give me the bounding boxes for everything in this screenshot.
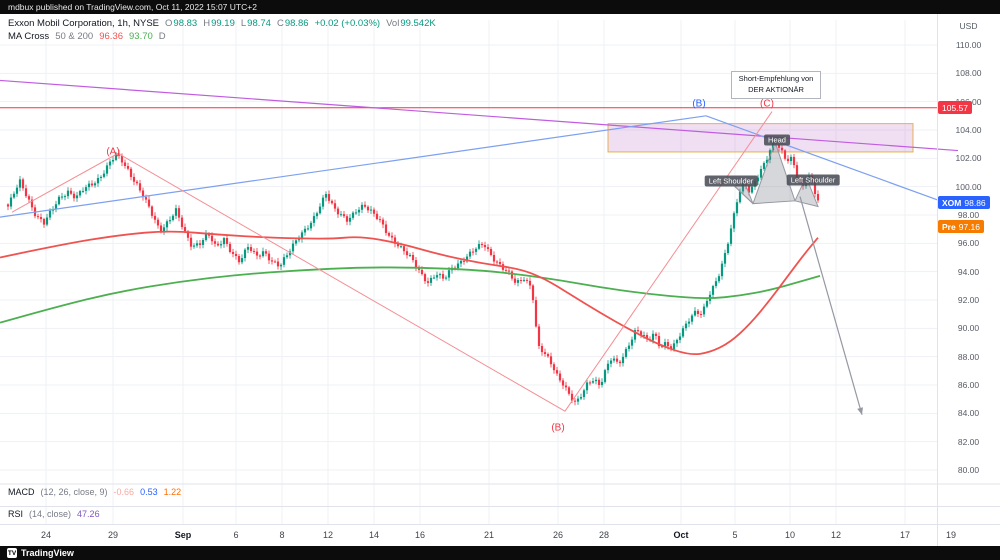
- ma-title: MA Cross: [8, 31, 50, 42]
- time-axis[interactable]: 24 29 Sep 6 8 12 14 16 21 26 28 Oct 5 10 12 17 19: [0, 524, 1000, 546]
- short-recommendation-note[interactable]: Short-Empfehlung von DER AKTIONÄR: [731, 71, 821, 99]
- callout-line2: DER AKTIONÄR: [748, 84, 804, 94]
- macd-signal-value: 1.22: [163, 487, 182, 497]
- ma-params: 50 & 200: [55, 31, 94, 42]
- time-tick-label: 21: [483, 530, 495, 540]
- tradingview-logo-icon: TV: [7, 548, 17, 558]
- price-tick-label: 110.00: [955, 40, 982, 50]
- tradingview-logo[interactable]: TV TradingView: [7, 548, 74, 558]
- symbol-legend[interactable]: Exxon Mobil Corporation, 1h, NYSE O 98.83…: [8, 18, 436, 29]
- head-label[interactable]: Head: [764, 134, 790, 146]
- price-label-resistance: 105.57: [938, 101, 972, 114]
- ma-cross-legend[interactable]: MA Cross 50 & 200 96.36 93.70 D: [8, 31, 166, 42]
- price-tick-label: 104.00: [955, 125, 982, 135]
- wave-a-label[interactable]: (A): [106, 146, 120, 158]
- macd-params: (12, 26, close, 9): [40, 487, 108, 497]
- macd-title: MACD: [8, 487, 35, 497]
- price-change: +0.02 (+0.03%): [314, 18, 381, 29]
- price-tick-label: 92.00: [957, 295, 980, 305]
- price-tick-label: 96.00: [957, 238, 980, 249]
- tradingview-bar: TV TradingView: [0, 546, 1000, 560]
- rsi-params: (14, close): [29, 509, 72, 519]
- price-tick-label: 88.00: [957, 351, 980, 362]
- time-tick-label: 19: [945, 530, 957, 540]
- macd-line-value: 0.53: [140, 487, 158, 497]
- time-tick-label: 16: [414, 530, 426, 540]
- price-tick-label: 100.00: [955, 181, 982, 192]
- left-shoulder-label[interactable]: Left Shoulder: [704, 175, 758, 187]
- price-tick-label: 98.00: [957, 210, 980, 220]
- time-tick-label: Sep: [174, 530, 192, 540]
- ohlc-high: H 99.19: [203, 18, 235, 29]
- price-label-last: XOM 98.86: [938, 196, 990, 209]
- published-text: mdbux published on TradingView.com, Oct …: [8, 2, 257, 12]
- macd-hist-value: -0.66: [113, 487, 135, 497]
- ohlc-open: O 98.83: [165, 18, 198, 29]
- wave-b-blue-label[interactable]: (B): [692, 98, 706, 110]
- price-label-premarket: Pre 97.16: [938, 220, 984, 233]
- time-tick-label: 14: [368, 530, 380, 540]
- rsi-title: RSI: [8, 509, 24, 519]
- time-tick-label: 24: [40, 530, 52, 540]
- price-tick-label: 94.00: [957, 266, 980, 277]
- price-tick-label: 80.00: [957, 465, 980, 475]
- price-tick-label: 84.00: [957, 408, 980, 419]
- right-shoulder-label[interactable]: Left Shoulder: [786, 174, 840, 186]
- ohlc-low: L 98.74: [240, 18, 271, 29]
- price-tick-label: 90.00: [957, 323, 980, 334]
- ma50-value: 96.36: [99, 31, 124, 42]
- ma-suffix: D: [158, 31, 166, 42]
- time-tick-label: 5: [732, 530, 738, 540]
- time-tick-label: 26: [552, 530, 564, 540]
- time-tick-label: 10: [784, 530, 796, 540]
- price-tick-label: 102.00: [955, 153, 982, 164]
- wave-b-label[interactable]: (B): [551, 422, 565, 434]
- tradingview-wordmark: TradingView: [21, 548, 74, 558]
- published-bar: mdbux published on TradingView.com, Oct …: [0, 0, 1000, 14]
- time-tick-label: 8: [279, 530, 285, 540]
- ohlc-close: C 98.86: [276, 18, 309, 29]
- price-tick-label: 82.00: [957, 436, 980, 447]
- macd-legend[interactable]: MACD (12, 26, close, 9) -0.66 0.53 1.22: [8, 487, 181, 497]
- time-tick-label: 6: [233, 530, 239, 540]
- ma200-value: 93.70: [129, 31, 153, 42]
- time-tick-label: 17: [899, 530, 911, 540]
- wave-c-label[interactable]: (C): [760, 98, 774, 110]
- time-tick-label: 29: [107, 530, 119, 540]
- time-tick-label: 12: [322, 530, 334, 540]
- price-tick-label: 108.00: [955, 68, 982, 79]
- time-tick-label: 12: [830, 530, 842, 540]
- volume: Vol 99.542K: [386, 18, 436, 29]
- price-axis[interactable]: USD 110.00108.00106.00104.00102.00100.00…: [937, 14, 1000, 546]
- time-tick-label: Oct: [673, 530, 689, 540]
- rsi-legend[interactable]: RSI (14, close) 47.26: [8, 509, 100, 519]
- rsi-value: 47.26: [77, 509, 100, 519]
- price-tick-label: 86.00: [957, 380, 980, 390]
- currency-label: USD: [959, 21, 978, 31]
- callout-line1: Short-Empfehlung von: [738, 74, 814, 83]
- symbol-title: Exxon Mobil Corporation, 1h, NYSE: [8, 18, 160, 29]
- time-tick-label: 28: [598, 530, 610, 540]
